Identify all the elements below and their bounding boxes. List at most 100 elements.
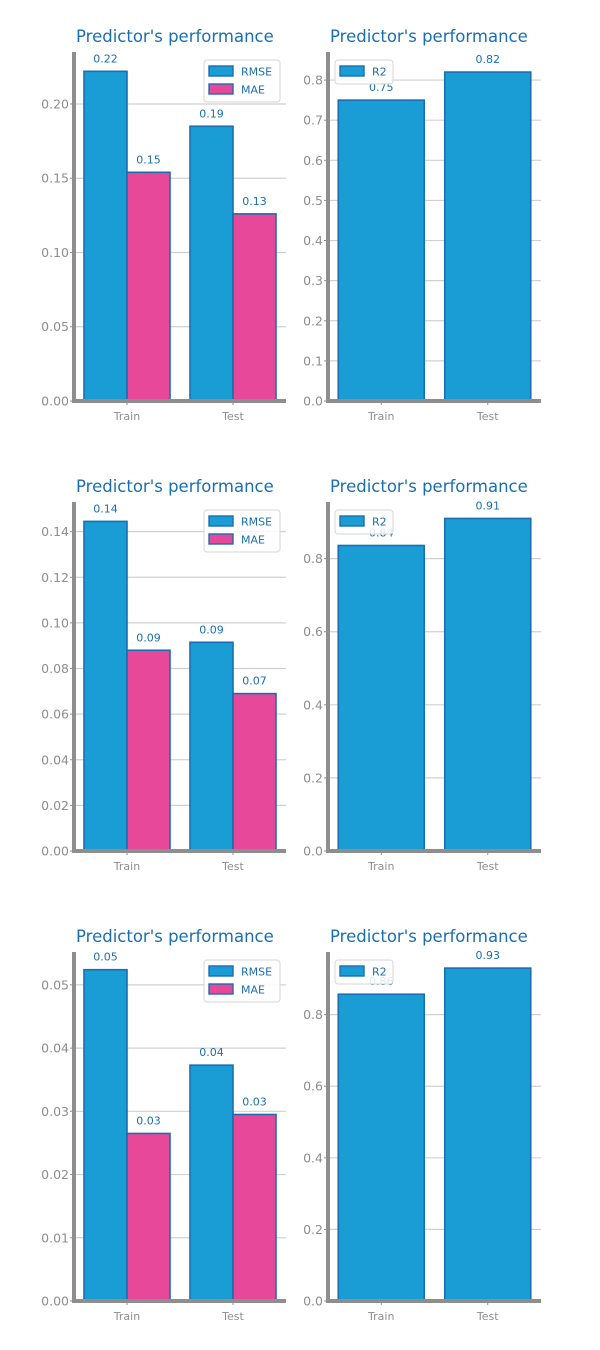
chart-title: Predictor's performance — [330, 927, 528, 946]
legend: RMSE MAE — [203, 59, 281, 103]
data-label-mae-train: 0.09 — [136, 631, 161, 644]
x-tick-label: Test — [476, 410, 499, 423]
chart-title: Predictor's performance — [330, 477, 528, 496]
legend-swatch-rmse — [208, 515, 234, 527]
y-tick-label: 0.0 — [303, 394, 323, 409]
legend-swatch-mae — [208, 533, 234, 545]
y-tick-label: 0.5 — [303, 193, 323, 208]
bar-mae-test — [232, 692, 277, 852]
y-tick-label: 0.6 — [303, 153, 323, 168]
legend-swatch-r2 — [339, 515, 365, 527]
y-tick-label: 0.00 — [41, 844, 69, 859]
legend: R2 — [334, 59, 394, 85]
x-tick-label: Train — [367, 1310, 394, 1323]
y-tick-label: 0.4 — [303, 233, 323, 248]
legend-label-mae: MAE — [241, 84, 265, 97]
bar-rmse-test — [189, 125, 234, 402]
y-tick-label: 0.2 — [303, 770, 323, 785]
y-tick-label: 0.01 — [41, 1230, 69, 1245]
bar-rmse-test — [189, 641, 234, 852]
chart-title: Predictor's performance — [76, 27, 274, 46]
bar-rmse-train — [83, 968, 128, 1302]
data-label-mae-train: 0.03 — [136, 1114, 161, 1127]
y-tick-label: 0.02 — [41, 1167, 69, 1182]
bar-r2-test — [443, 71, 532, 402]
chart-title: Predictor's performance — [330, 27, 528, 46]
legend-swatch-rmse — [208, 965, 234, 977]
legend-swatch-mae — [208, 83, 234, 95]
bar-mae-test — [232, 213, 277, 402]
y-tick-label: 0.4 — [303, 697, 323, 712]
bar-r2-train — [337, 544, 426, 852]
x-tick-label: Test — [476, 860, 499, 873]
bar-rmse-train — [83, 520, 128, 852]
y-tick-label: 0.7 — [303, 113, 323, 128]
y-tick-label: 0.10 — [41, 615, 69, 630]
legend-label-rmse: RMSE — [241, 516, 272, 529]
chart-panel-6: Predictor's performance 0.0 0.2 0.4 0.6 0.8 0.… — [303, 927, 541, 1323]
bar-rmse-test — [189, 1064, 234, 1302]
x-tick-label: Test — [221, 1310, 244, 1323]
bar-r2-test — [443, 517, 532, 852]
legend-label-mae: MAE — [241, 534, 265, 547]
legend-swatch-mae — [208, 983, 234, 995]
y-tick-label: 0.04 — [41, 752, 69, 767]
y-tick-label: 0.0 — [303, 844, 323, 859]
data-label-mae-test: 0.03 — [242, 1095, 267, 1108]
y-tick-label: 0.0 — [303, 1294, 323, 1309]
chart-title: Predictor's performance — [76, 477, 274, 496]
y-tick-label: 0.05 — [41, 977, 69, 992]
data-label-r2-test: 0.91 — [476, 499, 501, 512]
y-tick-label: 0.04 — [41, 1041, 69, 1056]
legend: R2 — [334, 959, 394, 985]
bar-rmse-train — [83, 70, 128, 402]
bar-mae-train — [126, 1132, 171, 1302]
legend: R2 — [334, 509, 394, 535]
y-tick-label: 0.8 — [303, 73, 323, 88]
data-label-rmse-train: 0.05 — [93, 951, 118, 964]
x-tick-label: Test — [476, 1310, 499, 1323]
chart-panel-4: Predictor's performance 0.0 0.2 0.4 0.6 0.8 0.… — [303, 477, 541, 873]
y-tick-label: 0.00 — [41, 1294, 69, 1309]
x-tick-label: Train — [113, 410, 140, 423]
y-tick-label: 0.12 — [41, 570, 69, 585]
data-label-r2-test: 0.93 — [476, 949, 501, 962]
y-tick-label: 0.14 — [41, 524, 69, 539]
y-tick-label: 0.06 — [41, 707, 69, 722]
chart-title: Predictor's performance — [76, 927, 274, 946]
data-label-rmse-train: 0.14 — [93, 502, 118, 515]
y-tick-label: 0.6 — [303, 624, 323, 639]
chart-panel-3: Predictor's performance 0.00 0.02 0.04 0.06 0… — [41, 477, 286, 873]
data-label-mae-test: 0.13 — [242, 195, 267, 208]
y-tick-label: 0.08 — [41, 661, 69, 676]
y-tick-label: 0.6 — [303, 1079, 323, 1094]
data-label-mae-test: 0.07 — [242, 675, 267, 688]
legend-label-mae: MAE — [241, 984, 265, 997]
bar-r2-train — [337, 99, 426, 402]
x-tick-label: Train — [113, 1310, 140, 1323]
legend-swatch-r2 — [339, 65, 365, 77]
y-tick-label: 0.2 — [303, 313, 323, 328]
bar-r2-train — [337, 993, 426, 1302]
data-label-mae-train: 0.15 — [136, 153, 161, 166]
x-tick-label: Train — [367, 860, 394, 873]
y-tick-label: 0.03 — [41, 1104, 69, 1119]
y-tick-label: 0.00 — [41, 394, 69, 409]
legend-swatch-r2 — [339, 965, 365, 977]
y-tick-label: 0.8 — [303, 1007, 323, 1022]
x-tick-label: Test — [221, 410, 244, 423]
y-tick-label: 0.20 — [41, 96, 69, 111]
data-label-rmse-test: 0.19 — [199, 107, 224, 120]
legend-swatch-rmse — [208, 65, 234, 77]
legend: RMSE MAE — [203, 959, 281, 1003]
legend: RMSE MAE — [203, 509, 281, 553]
y-tick-label: 0.8 — [303, 551, 323, 566]
bar-mae-test — [232, 1113, 277, 1302]
data-label-rmse-test: 0.09 — [199, 623, 224, 636]
y-tick-label: 0.1 — [303, 353, 323, 368]
legend-label-r2: R2 — [372, 66, 387, 79]
x-tick-label: Train — [113, 860, 140, 873]
legend-label-rmse: RMSE — [241, 966, 272, 979]
legend-label-r2: R2 — [372, 516, 387, 529]
